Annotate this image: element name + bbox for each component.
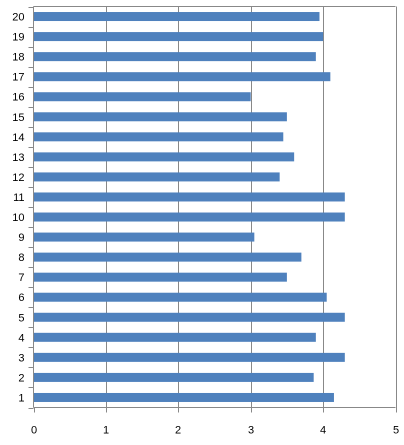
- bar-series: [34, 12, 345, 402]
- bar-9: [34, 232, 255, 242]
- y-tick-label-8: 8: [18, 252, 24, 264]
- bar-13: [34, 152, 295, 162]
- bar-7: [34, 272, 287, 282]
- x-tick-label-5: 5: [393, 425, 399, 437]
- y-tick-label-12: 12: [12, 172, 24, 184]
- bar-17: [34, 72, 331, 82]
- y-tick-label-7: 7: [18, 272, 24, 284]
- y-tick-label-19: 19: [12, 32, 24, 44]
- y-tick-label-2: 2: [18, 372, 24, 384]
- bar-12: [34, 172, 280, 182]
- x-tick-label-3: 3: [248, 425, 254, 437]
- x-tick-label-4: 4: [320, 425, 326, 437]
- bar-2: [34, 372, 314, 382]
- axes: [28, 6, 397, 413]
- y-tick-label-9: 9: [18, 232, 24, 244]
- y-tick-label-10: 10: [12, 212, 24, 224]
- bar-15: [34, 112, 287, 122]
- bar-8: [34, 252, 302, 262]
- y-tick-label-15: 15: [12, 112, 24, 124]
- y-tick-label-6: 6: [18, 292, 24, 304]
- bar-3: [34, 352, 345, 362]
- bar-16: [34, 92, 251, 102]
- bar-14: [34, 132, 284, 142]
- y-tick-label-13: 13: [12, 152, 24, 164]
- y-tick-label-4: 4: [18, 332, 24, 344]
- y-tick-label-1: 1: [18, 392, 24, 404]
- y-tick-label-18: 18: [12, 52, 24, 64]
- bar-20: [34, 12, 320, 22]
- y-tick-label-5: 5: [18, 312, 24, 324]
- y-tick-label-11: 11: [13, 192, 24, 204]
- bar-4: [34, 332, 316, 342]
- bar-19: [34, 32, 324, 42]
- bar-11: [34, 192, 345, 202]
- y-tick-label-3: 3: [18, 352, 24, 364]
- y-tick-label-17: 17: [12, 72, 24, 84]
- y-tick-label-14: 14: [12, 132, 24, 144]
- bar-5: [34, 312, 345, 322]
- bar-18: [34, 52, 316, 62]
- y-tick-label-20: 20: [12, 12, 24, 24]
- x-tick-label-2: 2: [175, 425, 181, 437]
- gridlines: [106, 6, 397, 408]
- x-tick-label-0: 0: [31, 425, 37, 437]
- y-tick-label-16: 16: [12, 92, 24, 104]
- bar-1: [34, 392, 334, 402]
- x-tick-label-1: 1: [103, 425, 109, 437]
- bar-6: [34, 292, 327, 302]
- bar-10: [34, 212, 345, 222]
